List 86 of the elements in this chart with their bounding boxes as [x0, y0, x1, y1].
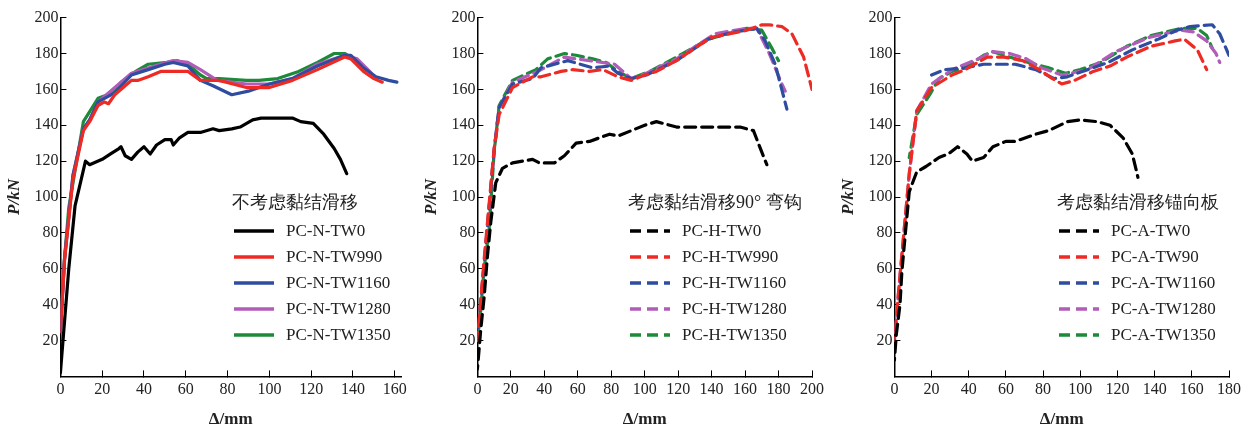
legend-label: PC-H-TW1350	[682, 325, 787, 346]
y-tick-label: 40	[459, 294, 476, 312]
x-tick-label: 80	[1035, 380, 1052, 398]
legend-title: 考虑黏结滑移锚向板	[1057, 191, 1219, 215]
legend-label: PC-H-TW1280	[682, 299, 787, 320]
x-tick-label: 140	[1142, 380, 1167, 398]
line-series	[907, 26, 1214, 160]
x-axis-title: Δ/mm	[622, 409, 667, 429]
y-tick-label: 40	[42, 294, 59, 312]
x-tick-label: 0	[56, 380, 65, 398]
legend-label: PC-A-TW0	[1111, 221, 1191, 242]
x-tick-label: 200	[800, 380, 824, 398]
y-tick-label: 180	[34, 43, 59, 61]
line-series	[929, 23, 1229, 81]
y-tick-label: 80	[42, 223, 59, 241]
y-tick-label: 140	[34, 115, 59, 133]
x-tick-label: 40	[960, 380, 977, 398]
y-tick-label: 180	[868, 43, 893, 61]
x-tick-label: 160	[1179, 380, 1204, 398]
x-tick-label: 80	[219, 380, 236, 398]
x-tick-label: 100	[632, 380, 657, 398]
legend-title: 不考虑黏结滑移	[232, 191, 360, 215]
x-tick-label: 160	[382, 380, 407, 398]
x-tick-label: 60	[997, 380, 1014, 398]
x-tick-label: 180	[1217, 380, 1241, 398]
x-tick-label: 100	[257, 380, 282, 398]
x-tick-label: 20	[94, 380, 111, 398]
legend-label: PC-N-TW990	[286, 247, 383, 268]
y-tick-label: 100	[868, 187, 893, 205]
y-tick-label: 120	[868, 151, 893, 169]
legend-label: PC-A-TW1350	[1111, 325, 1216, 346]
y-tick-label: 60	[876, 258, 893, 276]
y-tick-label: 120	[34, 151, 59, 169]
x-tick-label: 0	[473, 380, 482, 398]
x-tick-label: 120	[1105, 380, 1130, 398]
x-tick-label: 100	[1068, 380, 1093, 398]
x-tick-label: 120	[666, 380, 691, 398]
x-tick-label: 20	[502, 380, 519, 398]
x-tick-label: 40	[135, 380, 152, 398]
y-tick-label: 160	[34, 79, 59, 97]
legend-label: PC-H-TW990	[682, 247, 779, 268]
x-tick-label: 140	[699, 380, 724, 398]
x-tick-label: 20	[923, 380, 940, 398]
y-tick-label: 160	[451, 79, 476, 97]
y-tick-label: 20	[459, 330, 476, 348]
y-tick-label: 60	[459, 258, 476, 276]
y-tick-label: 200	[34, 7, 59, 25]
y-tick-label: 100	[34, 187, 59, 205]
legend-label: PC-N-TW1160	[286, 273, 391, 294]
legend-label: PC-H-TW1160	[682, 273, 787, 294]
x-tick-label: 160	[733, 380, 758, 398]
legend-label: PC-A-TW1280	[1111, 299, 1216, 320]
legend-label: PC-H-TW0	[682, 221, 762, 242]
y-tick-label: 80	[459, 223, 476, 241]
y-axis-title: P/kN	[837, 178, 857, 216]
x-tick-label: 140	[340, 380, 365, 398]
x-tick-label: 60	[177, 380, 194, 398]
x-axis-title: Δ/mm	[208, 409, 253, 429]
y-tick-label: 20	[876, 330, 893, 348]
y-axis-title: P/kN	[3, 178, 23, 216]
y-tick-label: 200	[868, 7, 893, 25]
x-tick-label: 120	[299, 380, 324, 398]
legend-label: PC-A-TW1160	[1111, 273, 1216, 294]
y-tick-label: 140	[451, 115, 476, 133]
y-tick-label: 40	[876, 294, 893, 312]
legend-label: PC-N-TW1350	[286, 325, 391, 346]
legend-title: 考虑黏结滑移90° 弯钩	[628, 191, 802, 215]
y-tick-label: 100	[451, 187, 476, 205]
y-tick-label: 200	[451, 7, 476, 25]
legend-label: PC-N-TW1280	[286, 299, 391, 320]
y-tick-label: 80	[876, 223, 893, 241]
legend-label: PC-A-TW90	[1111, 247, 1199, 268]
y-tick-label: 140	[868, 115, 893, 133]
x-tick-label: 40	[536, 380, 553, 398]
x-axis-title: Δ/mm	[1039, 409, 1084, 429]
y-tick-label: 120	[451, 151, 476, 169]
y-tick-label: 20	[42, 330, 59, 348]
x-tick-label: 0	[890, 380, 899, 398]
y-tick-label: 160	[868, 79, 893, 97]
x-tick-label: 80	[603, 380, 620, 398]
y-axis-title: P/kN	[420, 178, 440, 216]
y-tick-label: 60	[42, 258, 59, 276]
legend-label: PC-N-TW0	[286, 221, 366, 242]
x-tick-label: 180	[766, 380, 791, 398]
x-tick-label: 60	[569, 380, 586, 398]
y-tick-label: 180	[451, 43, 476, 61]
